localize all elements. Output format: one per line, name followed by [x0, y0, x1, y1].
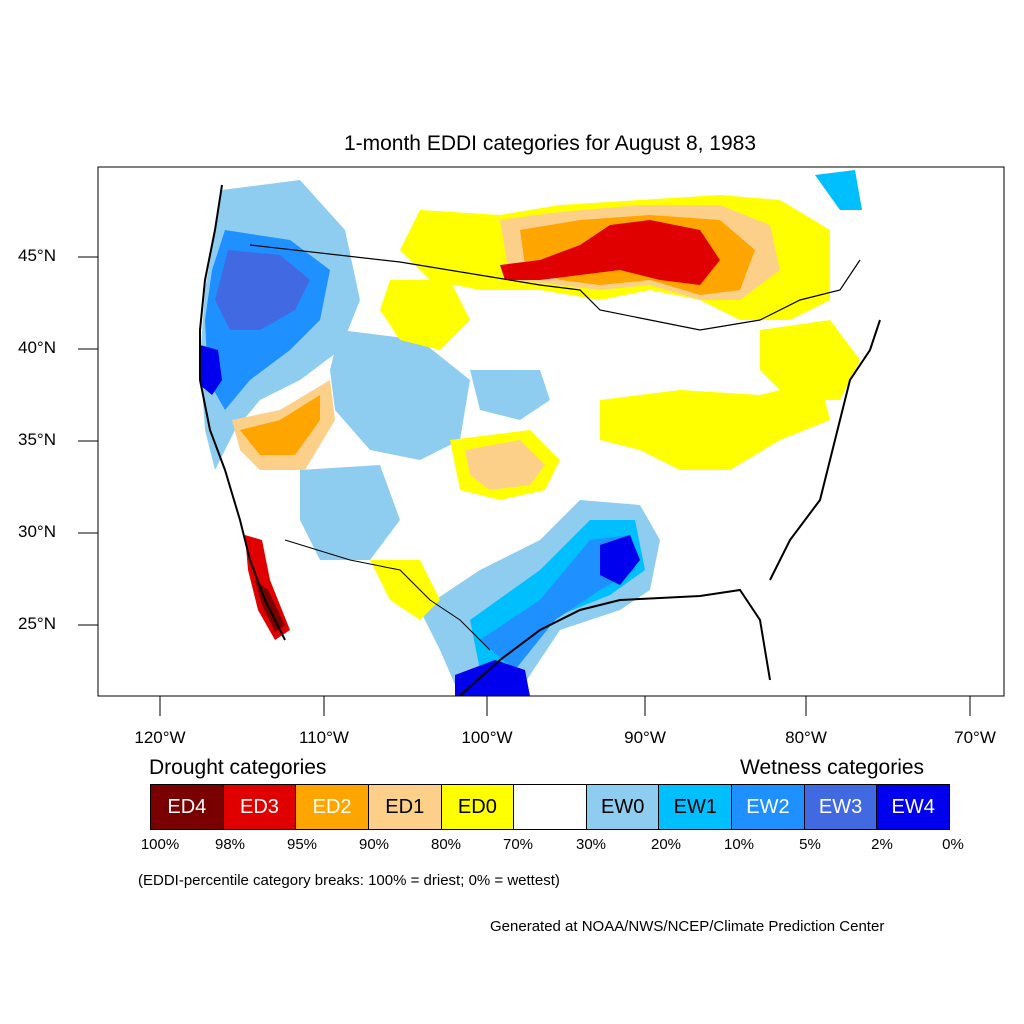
- legend-swatch-ed0: ED0: [441, 785, 515, 829]
- lon-label-100w: 100°W: [461, 728, 513, 747]
- region-rockies-ew1: [330, 330, 470, 460]
- region-ontario-ed3: [500, 220, 720, 285]
- pct-break-100: 100%: [140, 836, 180, 853]
- west-coastline: [199, 184, 286, 641]
- us-canada-border: [249, 244, 861, 331]
- pct-break-70: 70%: [502, 836, 534, 853]
- pct-break-95: 95%: [286, 836, 318, 853]
- pct-break-10: 10%: [723, 836, 755, 853]
- pct-break-30: 30%: [575, 836, 607, 853]
- pct-break-20: 20%: [650, 836, 682, 853]
- lon-label-120w: 120°W: [134, 728, 186, 747]
- pct-break-98: 98%: [214, 836, 246, 853]
- legend-swatch-ew4: EW4: [877, 785, 950, 829]
- lat-label-30n: 30°N: [18, 522, 56, 541]
- legend-swatch-ew2: EW2: [732, 785, 805, 829]
- pct-break-5: 5%: [799, 836, 821, 853]
- drought-categories-heading: Drought categories: [149, 756, 327, 779]
- legend-label-ed1: ED1: [385, 795, 425, 818]
- legend-swatch-ew3: EW3: [804, 785, 878, 829]
- legend-label-ew4: EW4: [891, 795, 935, 818]
- region-nm-ed0: [370, 560, 440, 620]
- region-maritime-ew1: [815, 170, 862, 210]
- legend-label-ed3: ED3: [240, 795, 279, 818]
- category-shading: [200, 170, 862, 696]
- legend-label-ed2: ED2: [312, 795, 352, 818]
- axis-ticks: [78, 256, 971, 716]
- region-splains-ed1: [465, 440, 545, 490]
- lon-label-110w: 110°W: [299, 728, 349, 747]
- region-ms-ew4: [600, 535, 640, 585]
- region-pnw-ew3: [215, 250, 310, 330]
- lat-label-40n: 40°N: [18, 338, 56, 357]
- lon-label-80w: 80°W: [785, 728, 827, 747]
- region-northeast-ed0: [760, 320, 860, 400]
- legend-swatch-ew1: EW1: [659, 785, 733, 829]
- lat-label-45n: 45°N: [18, 246, 56, 265]
- credit-line: Generated at NOAA/NWS/NCEP/Climate Predi…: [490, 918, 885, 935]
- region-south-ew2: [480, 535, 635, 670]
- region-plains-ew0: [470, 370, 550, 420]
- legend-label-ew1: EW1: [673, 795, 717, 818]
- legend-label-ew2: EW2: [746, 795, 790, 818]
- mexico-border: [284, 539, 491, 651]
- pct-break-90: 90%: [358, 836, 390, 853]
- pct-break-2: 2%: [871, 836, 893, 853]
- wetness-categories-heading: Wetness categories: [740, 756, 925, 779]
- legend-swatch-ed1: ED1: [368, 785, 442, 829]
- pct-break-0: 0%: [942, 836, 964, 853]
- legend-label-ew3: EW3: [818, 795, 863, 818]
- map-title: 1-month EDDI categories for August 8, 19…: [343, 132, 757, 155]
- legend-swatch-neutral: [514, 785, 587, 829]
- region-ncal-ew4: [200, 345, 222, 395]
- legend-label-ed0: ED0: [457, 795, 497, 818]
- map-frame: [97, 166, 1005, 697]
- boundaries: [199, 184, 881, 696]
- legend-swatch-ew0: EW0: [586, 785, 660, 829]
- lon-label-90w: 90°W: [624, 728, 666, 747]
- lat-label-35n: 35°N: [18, 430, 56, 449]
- lon-label-70w: 70°W: [954, 728, 996, 747]
- legend-swatch-ed4: ED4: [151, 785, 224, 829]
- gulf-coastline: [457, 588, 771, 696]
- category-legend: ED4 ED3 ED2 ED1 ED0 EW0 EW1 EW2 EW3 EW4: [150, 784, 950, 830]
- region-utah-ew1: [300, 465, 400, 560]
- region-stx-ew4: [455, 660, 530, 696]
- legend-swatch-ed2: ED2: [296, 785, 369, 829]
- legend-label-ed4: ED4: [167, 795, 207, 818]
- category-breaks-note: (EDDI-percentile category breaks: 100% =…: [138, 872, 560, 889]
- pct-break-80: 80%: [430, 836, 462, 853]
- region-midwest-ed0: [600, 380, 830, 470]
- region-dakota-ed0: [380, 280, 470, 350]
- east-coastline: [769, 319, 881, 581]
- lat-label-25n: 25°N: [18, 614, 56, 633]
- legend-swatch-ed3: ED3: [223, 785, 297, 829]
- legend-label-ew0: EW0: [600, 795, 645, 818]
- region-nevada-ed2: [240, 395, 320, 455]
